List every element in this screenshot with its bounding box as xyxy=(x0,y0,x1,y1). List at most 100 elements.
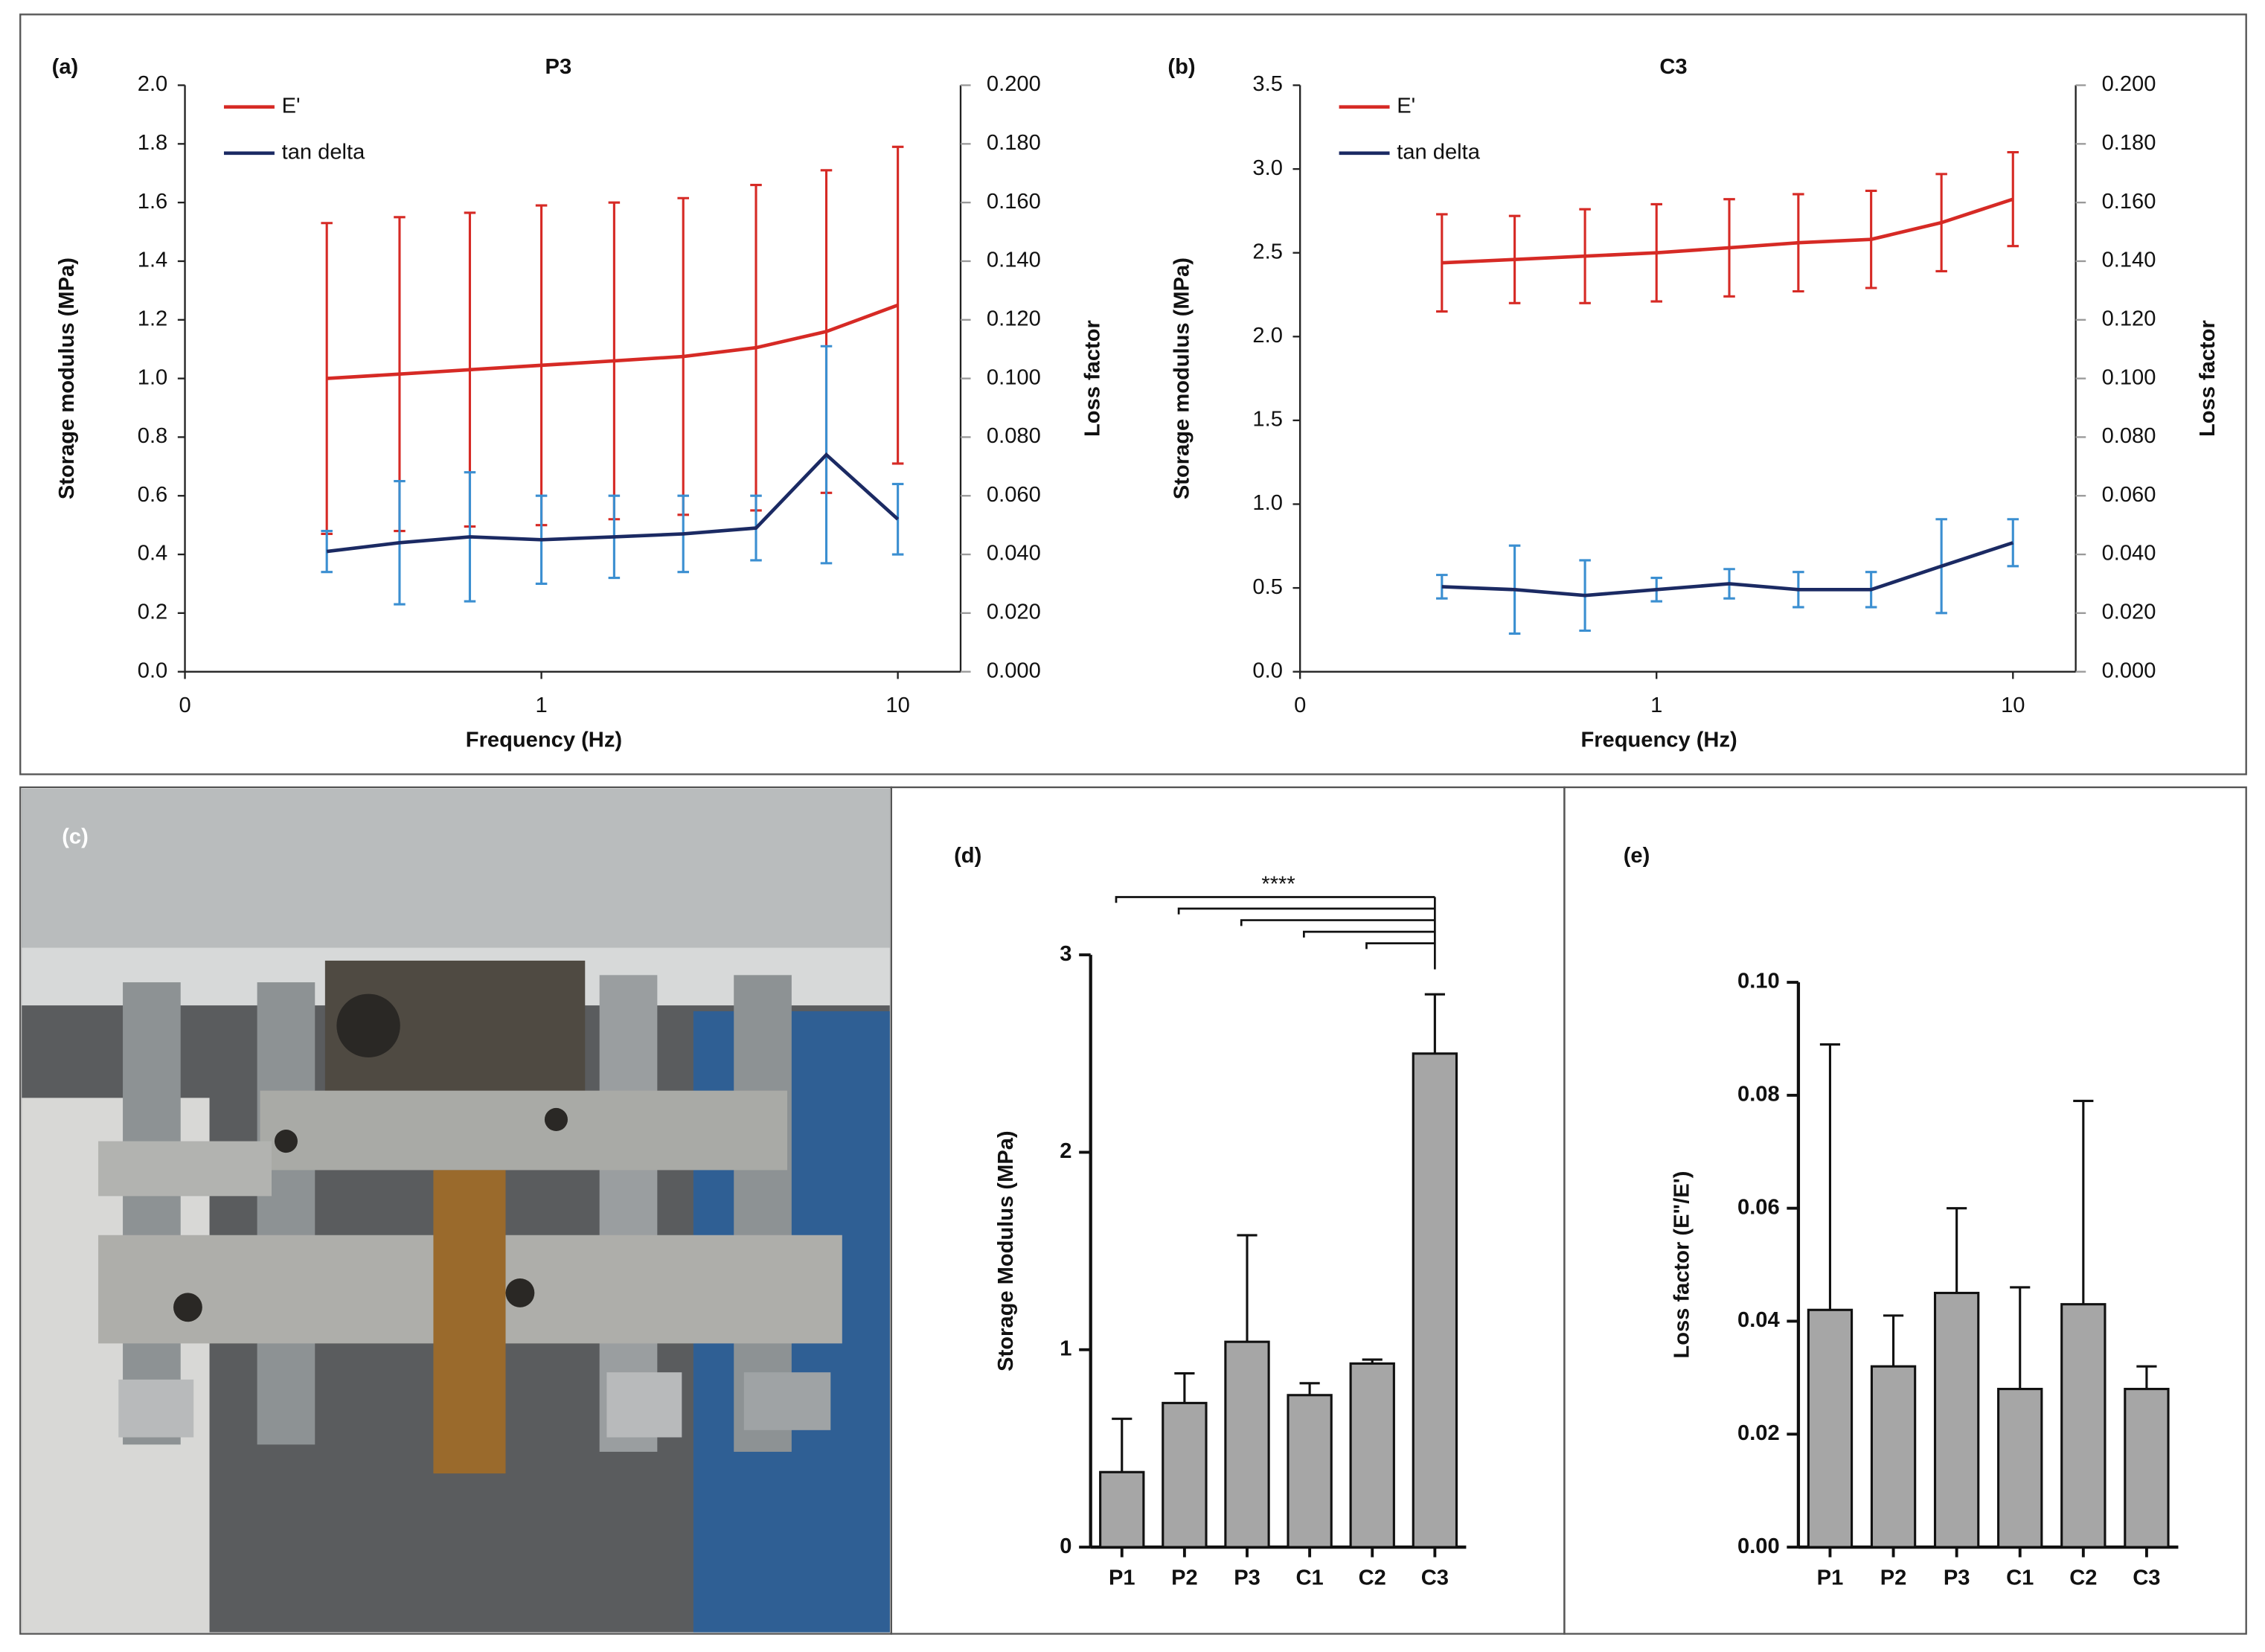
x-tick-label: 1 xyxy=(535,694,547,717)
error-bar xyxy=(1819,1043,1841,1310)
error-bar xyxy=(1299,1382,1320,1395)
error-bar xyxy=(1112,1418,1132,1473)
bar xyxy=(1807,1308,1854,1549)
y-tick-label: 1.0 xyxy=(138,365,167,389)
y-tick-label: 0.06 xyxy=(1737,1195,1780,1219)
y-axis-label: Storage Modulus (MPa) xyxy=(994,1130,1018,1371)
x-tick-label: C2 xyxy=(1359,1566,1386,1589)
bar xyxy=(1287,1394,1333,1549)
bar xyxy=(1933,1291,1980,1549)
bar xyxy=(1099,1470,1145,1549)
panel-label: (d) xyxy=(954,844,981,868)
y2-tick-label: 0.040 xyxy=(2102,542,2156,566)
bar xyxy=(1224,1340,1270,1549)
x-tick-label: P1 xyxy=(1817,1566,1844,1589)
y-tick-label: 1.8 xyxy=(138,131,167,155)
y-tick-label: 0.5 xyxy=(1252,575,1282,599)
y2-tick-label: 0.040 xyxy=(987,542,1041,566)
y-tick-label: 2 xyxy=(1060,1139,1071,1163)
chart-title: C3 xyxy=(1659,55,1687,79)
y2-tick-label: 0.180 xyxy=(2102,131,2156,155)
y-axis-label: Storage modulus (MPa) xyxy=(1170,257,1194,499)
x-tick-label: C3 xyxy=(2133,1566,2160,1589)
y2-tick-label: 0.100 xyxy=(987,365,1041,389)
y2-tick-label: 0.140 xyxy=(2102,249,2156,272)
y-tick-label: 0.10 xyxy=(1737,970,1780,993)
x-tick-label: P3 xyxy=(1234,1566,1260,1589)
chart-title: P3 xyxy=(545,55,572,79)
y2-tick-label: 0.140 xyxy=(987,249,1041,272)
y2-tick-label: 0.100 xyxy=(2102,365,2156,389)
error-bar xyxy=(2007,151,2019,248)
y-tick-label: 0.04 xyxy=(1737,1308,1780,1332)
y-tick-label: 0.0 xyxy=(1252,659,1282,682)
x-tick-label: P3 xyxy=(1944,1566,1970,1589)
error-bar xyxy=(2136,1365,2157,1389)
bar xyxy=(1997,1387,2043,1549)
error-bar xyxy=(2010,1286,2031,1389)
bar xyxy=(1349,1362,1395,1549)
error-bar xyxy=(1237,1234,1258,1342)
y2-tick-label: 0.200 xyxy=(2102,72,2156,96)
y-tick-label: 1.5 xyxy=(1252,408,1282,432)
y-tick-label: 0.6 xyxy=(138,483,167,507)
y-tick-label: 0.8 xyxy=(138,424,167,448)
x-tick-label: 10 xyxy=(885,694,909,717)
y-tick-label: 0.02 xyxy=(1737,1421,1780,1445)
x-tick-label: 0 xyxy=(1294,694,1306,717)
y-tick-label: 3 xyxy=(1060,942,1071,966)
x-tick-label: 10 xyxy=(2001,694,2025,717)
y2-tick-label: 0.000 xyxy=(987,659,1041,682)
x-tick-label: C1 xyxy=(2006,1566,2034,1589)
significance-bracket xyxy=(1303,930,1435,938)
y-tick-label: 3.0 xyxy=(1252,156,1282,180)
error-bar xyxy=(1947,1207,1967,1293)
y-axis-label: Loss factor (E"/E') xyxy=(1670,1171,1694,1359)
y-tick-label: 0.08 xyxy=(1737,1083,1780,1107)
y-tick-label: 1.0 xyxy=(1252,491,1282,515)
frame-e xyxy=(1563,786,2247,1635)
y2-tick-label: 0.160 xyxy=(2102,190,2156,214)
y2-axis-label: Loss factor xyxy=(2196,320,2220,437)
x-tick-label: 0 xyxy=(179,694,190,717)
x-tick-label: C1 xyxy=(1296,1566,1324,1589)
bar xyxy=(1162,1401,1208,1549)
y-tick-label: 2.0 xyxy=(138,72,167,96)
x-tick-label: C3 xyxy=(1421,1566,1449,1589)
x-axis-label: Frequency (Hz) xyxy=(1580,729,1737,752)
annotation: **** xyxy=(1261,873,1295,897)
legend-label: tan delta xyxy=(1397,140,1480,164)
bar xyxy=(1412,1052,1458,1549)
y2-tick-label: 0.020 xyxy=(987,601,1041,624)
bar xyxy=(1870,1365,1917,1549)
series-line xyxy=(1441,197,2014,265)
series-line xyxy=(1441,541,2014,598)
bar xyxy=(2060,1303,2107,1549)
y2-tick-label: 0.080 xyxy=(2102,424,2156,448)
y2-tick-label: 0.080 xyxy=(987,424,1041,448)
x-tick-label: 1 xyxy=(1650,694,1662,717)
legend-label: tan delta xyxy=(282,140,365,164)
panel-label: (e) xyxy=(1624,844,1650,868)
panel-label: (b) xyxy=(1167,55,1195,79)
error-bar xyxy=(1174,1372,1195,1403)
y2-tick-label: 0.060 xyxy=(987,483,1041,507)
y-tick-label: 0.0 xyxy=(138,659,167,682)
series-line xyxy=(327,303,899,380)
y2-tick-label: 0.180 xyxy=(987,131,1041,155)
y2-tick-label: 0.160 xyxy=(987,190,1041,214)
x-tick-label: P2 xyxy=(1171,1566,1198,1589)
bar xyxy=(2124,1387,2170,1549)
error-bar xyxy=(1424,993,1445,1054)
y2-tick-label: 0.000 xyxy=(2102,659,2156,682)
y-tick-label: 1.4 xyxy=(138,249,167,272)
significance-bracket xyxy=(1177,907,1435,915)
y2-axis-label: Loss factor xyxy=(1080,320,1104,437)
y-tick-label: 1 xyxy=(1060,1336,1071,1360)
y2-tick-label: 0.120 xyxy=(2102,307,2156,330)
significance-bracket xyxy=(1365,942,1435,950)
legend-label: E' xyxy=(1397,94,1415,118)
x-axis-label: Frequency (Hz) xyxy=(466,729,622,752)
